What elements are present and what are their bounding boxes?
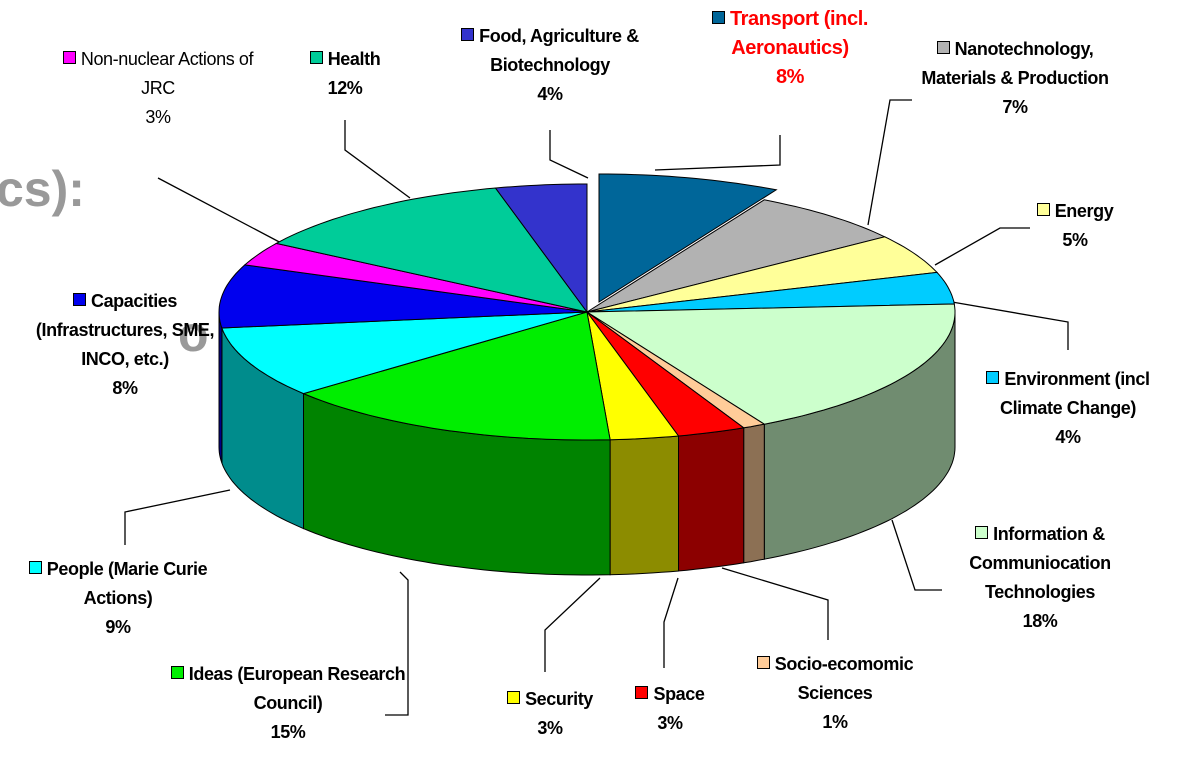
category-label: Socio-ecomomic Sciences: [774, 654, 914, 703]
value-label: 9%: [105, 617, 131, 637]
leader-line: [891, 519, 942, 591]
slice: [274, 187, 589, 313]
legend-swatch: [635, 686, 649, 699]
category-label: Food, Agriculture & Biotechnology: [479, 26, 639, 75]
leader-line: [721, 567, 829, 640]
category-label: Health: [327, 49, 381, 69]
category-label: Ideas (European Research Council): [188, 664, 406, 713]
slice: [586, 311, 745, 437]
category-label: People (Marie Curie Actions): [46, 559, 208, 608]
value-label: 18%: [1022, 611, 1058, 631]
category-label: Non-nuclear Actions of JRC: [80, 49, 254, 98]
leader-line: [344, 120, 411, 199]
background-text: cs):: [0, 161, 85, 217]
slice-label: Transport (incl. Aeronautics) 8%: [690, 5, 890, 92]
leader-line: [157, 177, 286, 246]
slice: [598, 173, 778, 303]
legend-swatch: [170, 666, 184, 679]
slice-label: Ideas (European Research Council) 15%: [168, 660, 408, 747]
category-label: Nanotechnology, Materials & Production: [921, 39, 1109, 88]
legend-swatch: [975, 526, 989, 539]
slice: [586, 271, 955, 313]
slice-label: Food, Agriculture & Biotechnology 4%: [430, 22, 670, 109]
leader-line: [934, 227, 1030, 266]
value-label: 3%: [145, 107, 171, 127]
category-label: Security: [525, 689, 593, 709]
slice-label: Space 3%: [625, 680, 715, 738]
slice-label: Nanotechnology, Materials & Production 7%: [920, 35, 1110, 122]
slice-label: Information & Communiocation Technologie…: [935, 520, 1145, 636]
slice: [586, 199, 887, 313]
slice: [218, 264, 588, 329]
slice-side: [678, 427, 745, 572]
leader-line: [867, 99, 912, 226]
legend-swatch: [28, 561, 42, 574]
legend-swatch: [461, 28, 475, 41]
legend-swatch: [986, 371, 1000, 384]
category-label: Capacities (Infrastructures, SME, INCO, …: [35, 291, 215, 369]
value-label: 4%: [1055, 427, 1081, 447]
value-label: 8%: [112, 378, 138, 398]
slice-label: Energy 5%: [1020, 197, 1130, 255]
leader-line: [544, 577, 601, 672]
category-label: Environment (incl Climate Change): [999, 369, 1150, 418]
slice: [585, 303, 956, 425]
value-label: 4%: [537, 84, 563, 104]
category-label: Space: [653, 684, 705, 704]
value-label: 8%: [775, 66, 805, 88]
slice: [494, 183, 588, 314]
value-label: 12%: [327, 78, 363, 98]
slice: [301, 311, 611, 441]
leader-line: [549, 130, 589, 179]
legend-swatch: [711, 11, 725, 24]
category-label: Energy: [1054, 201, 1114, 221]
slice-side: [743, 423, 765, 564]
slice: [221, 311, 588, 395]
slice-label: Security 3%: [500, 685, 600, 743]
legend-swatch: [72, 293, 86, 306]
slice: [586, 236, 939, 313]
value-label: 3%: [657, 713, 683, 733]
slice-label: Socio-ecomomic Sciences 1%: [730, 650, 940, 737]
category-label: Transport (incl. Aeronautics): [729, 8, 869, 59]
category-label: Information & Communiocation Technologie…: [969, 524, 1111, 602]
slice-label: Non-nuclear Actions of JRC 3%: [53, 45, 263, 132]
value-label: 15%: [270, 722, 306, 742]
background-text: o: [178, 306, 209, 362]
slice-label: Health 12%: [290, 45, 400, 103]
legend-swatch: [309, 51, 323, 64]
legend-swatch: [507, 691, 521, 704]
slice-label: Capacities (Infrastructures, SME, INCO, …: [25, 287, 225, 403]
leader-line: [951, 301, 1069, 350]
leader-line: [654, 135, 781, 171]
slice-label: People (Marie Curie Actions) 9%: [8, 555, 228, 642]
slice-label: Environment (incl Climate Change) 4%: [968, 365, 1168, 452]
legend-swatch: [62, 51, 76, 64]
leader-line: [385, 571, 409, 716]
legend-swatch: [1036, 203, 1050, 216]
value-label: 3%: [537, 718, 563, 738]
leader-line: [663, 577, 679, 668]
value-label: 7%: [1002, 97, 1028, 117]
leader-lines: [124, 99, 1069, 716]
slice: [586, 311, 680, 441]
leader-line: [124, 489, 231, 545]
value-label: 1%: [822, 712, 848, 732]
value-label: 5%: [1062, 230, 1088, 250]
legend-swatch: [936, 41, 950, 54]
slice-side: [609, 435, 679, 576]
slice: [243, 242, 588, 313]
legend-swatch: [756, 656, 770, 669]
